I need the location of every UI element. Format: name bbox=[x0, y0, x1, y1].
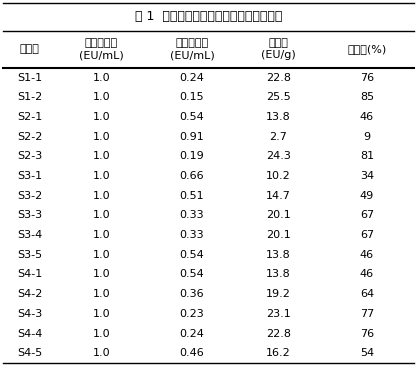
Text: 1.0: 1.0 bbox=[93, 289, 111, 299]
Text: 67: 67 bbox=[360, 210, 374, 221]
Text: 76: 76 bbox=[360, 73, 374, 83]
Text: 10.2: 10.2 bbox=[266, 171, 291, 181]
Text: 54: 54 bbox=[360, 348, 374, 358]
Text: 13.8: 13.8 bbox=[266, 250, 291, 260]
Text: 0.54: 0.54 bbox=[180, 250, 204, 260]
Text: 0.23: 0.23 bbox=[180, 309, 204, 319]
Text: 23.1: 23.1 bbox=[266, 309, 291, 319]
Text: S3-2: S3-2 bbox=[17, 191, 42, 201]
Text: S1-2: S1-2 bbox=[17, 92, 42, 102]
Text: 13.8: 13.8 bbox=[266, 112, 291, 122]
Text: 0.54: 0.54 bbox=[180, 270, 204, 279]
Text: 1.0: 1.0 bbox=[93, 250, 111, 260]
Text: 25.5: 25.5 bbox=[266, 92, 291, 102]
Text: 1.0: 1.0 bbox=[93, 92, 111, 102]
Text: 1.0: 1.0 bbox=[93, 348, 111, 358]
Text: 0.24: 0.24 bbox=[180, 328, 204, 339]
Text: 1.0: 1.0 bbox=[93, 73, 111, 83]
Text: 表 1  种吸附剂对内毒素的吸附量和清除率: 表 1 种吸附剂对内毒素的吸附量和清除率 bbox=[135, 10, 282, 23]
Text: S1-1: S1-1 bbox=[17, 73, 42, 83]
Text: 81: 81 bbox=[360, 152, 374, 161]
Text: 85: 85 bbox=[360, 92, 374, 102]
Text: 20.1: 20.1 bbox=[266, 230, 291, 240]
Text: 吸附前浓度
(EU/mL): 吸附前浓度 (EU/mL) bbox=[79, 38, 124, 60]
Text: S4-1: S4-1 bbox=[17, 270, 42, 279]
Text: 9: 9 bbox=[363, 132, 370, 142]
Text: 46: 46 bbox=[360, 250, 374, 260]
Text: 2.7: 2.7 bbox=[269, 132, 287, 142]
Text: 1.0: 1.0 bbox=[93, 132, 111, 142]
Text: 46: 46 bbox=[360, 112, 374, 122]
Text: 0.66: 0.66 bbox=[180, 171, 204, 181]
Text: 1.0: 1.0 bbox=[93, 309, 111, 319]
Text: 0.54: 0.54 bbox=[180, 112, 204, 122]
Text: 0.36: 0.36 bbox=[180, 289, 204, 299]
Text: 1.0: 1.0 bbox=[93, 328, 111, 339]
Text: S2-3: S2-3 bbox=[17, 152, 42, 161]
Text: 76: 76 bbox=[360, 328, 374, 339]
Text: 49: 49 bbox=[360, 191, 374, 201]
Text: 16.2: 16.2 bbox=[266, 348, 291, 358]
Text: S2-2: S2-2 bbox=[17, 132, 42, 142]
Text: 20.1: 20.1 bbox=[266, 210, 291, 221]
Text: 1.0: 1.0 bbox=[93, 112, 111, 122]
Text: 吸附后浓度
(EU/mL): 吸附后浓度 (EU/mL) bbox=[170, 38, 214, 60]
Text: 14.7: 14.7 bbox=[266, 191, 291, 201]
Text: S4-5: S4-5 bbox=[17, 348, 42, 358]
Text: S3-3: S3-3 bbox=[17, 210, 42, 221]
Text: S3-5: S3-5 bbox=[17, 250, 42, 260]
Text: 1.0: 1.0 bbox=[93, 191, 111, 201]
Text: 0.33: 0.33 bbox=[180, 210, 204, 221]
Text: 19.2: 19.2 bbox=[266, 289, 291, 299]
Text: 0.46: 0.46 bbox=[180, 348, 204, 358]
Text: 0.24: 0.24 bbox=[180, 73, 204, 83]
Text: 0.15: 0.15 bbox=[180, 92, 204, 102]
Text: 22.8: 22.8 bbox=[266, 328, 291, 339]
Text: 1.0: 1.0 bbox=[93, 270, 111, 279]
Text: 1.0: 1.0 bbox=[93, 230, 111, 240]
Text: 吸附量
(EU/g): 吸附量 (EU/g) bbox=[261, 38, 296, 60]
Text: 吸附剂: 吸附剂 bbox=[20, 44, 40, 54]
Text: 0.91: 0.91 bbox=[180, 132, 204, 142]
Text: S4-4: S4-4 bbox=[17, 328, 42, 339]
Text: S2-1: S2-1 bbox=[17, 112, 42, 122]
Text: S4-2: S4-2 bbox=[17, 289, 42, 299]
Text: 67: 67 bbox=[360, 230, 374, 240]
Text: 22.8: 22.8 bbox=[266, 73, 291, 83]
Text: 1.0: 1.0 bbox=[93, 210, 111, 221]
Text: 46: 46 bbox=[360, 270, 374, 279]
Text: 77: 77 bbox=[360, 309, 374, 319]
Text: 34: 34 bbox=[360, 171, 374, 181]
Text: 0.19: 0.19 bbox=[180, 152, 204, 161]
Text: 13.8: 13.8 bbox=[266, 270, 291, 279]
Text: 0.33: 0.33 bbox=[180, 230, 204, 240]
Text: 64: 64 bbox=[360, 289, 374, 299]
Text: S4-3: S4-3 bbox=[17, 309, 42, 319]
Text: 1.0: 1.0 bbox=[93, 152, 111, 161]
Text: S3-4: S3-4 bbox=[17, 230, 42, 240]
Text: S3-1: S3-1 bbox=[17, 171, 42, 181]
Text: 24.3: 24.3 bbox=[266, 152, 291, 161]
Text: 1.0: 1.0 bbox=[93, 171, 111, 181]
Text: 0.51: 0.51 bbox=[180, 191, 204, 201]
Text: 清除率(%): 清除率(%) bbox=[347, 44, 387, 54]
